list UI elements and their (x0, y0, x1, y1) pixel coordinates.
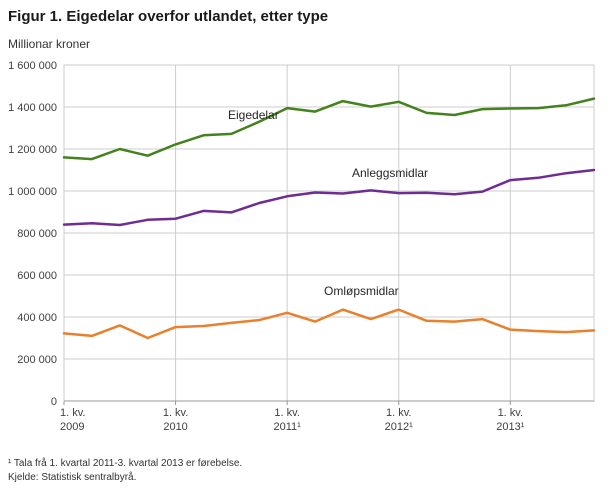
y-tick-label: 400 000 (17, 312, 57, 324)
x-tick-label: 1. kv. (274, 407, 299, 419)
y-axis-unit-label: Millionar kroner (8, 37, 91, 51)
chart-line-omlopsmidlar (62, 308, 596, 340)
y-tick-label: 1 200 000 (8, 144, 57, 156)
line-chart-canvas: 0 200 000 400 000 600 000 800 000 1 000 000 1 … (8, 60, 596, 433)
figure-title: Figur 1. Eigedelar overfor utlandet, ett… (8, 8, 329, 25)
y-tick-label: 1 400 000 (8, 102, 57, 114)
y-tick-label: 600 000 (17, 270, 57, 282)
chart-area: 0 200 000 400 000 600 000 800 000 1 000 000 1 … (8, 53, 602, 455)
footnote: ¹ Tala frå 1. kvartal 2011-3. kvartal 20… (8, 458, 243, 469)
y-tick-label: 200 000 (17, 354, 57, 366)
y-tick-label: 800 000 (17, 228, 57, 240)
x-tick-year-label: 2010 (163, 421, 187, 433)
x-tick-year-label: 2012¹ (385, 421, 413, 433)
x-tick-year-label: 2013¹ (496, 421, 524, 433)
series-label-anleggsmidlar: Anleggsmidlar (352, 166, 428, 180)
x-tick-year-label: 2009 (60, 421, 84, 433)
chart-notes: ¹ Tala frå 1. kvartal 2011-3. kvartal 20… (8, 457, 602, 484)
series-label-omlopsmidlar: Omløpsmidlar (324, 284, 399, 298)
y-tick-label: 1 600 000 (8, 60, 57, 72)
x-tick-label: 1. kv. (386, 407, 411, 419)
series-label-eigedelar: Eigedelar (228, 108, 279, 122)
chart-line-anleggsmidlar (62, 168, 596, 227)
y-tick-label: 0 (51, 396, 57, 408)
y-tick-label: 1 000 000 (8, 186, 57, 198)
chart-line-eigedelar (62, 97, 596, 161)
x-tick-label: 1. kv. (498, 407, 523, 419)
x-tick-label: 1. kv. (163, 407, 188, 419)
x-tick-year-label: 2011¹ (273, 421, 301, 433)
x-tick-label: 1. kv. (60, 407, 85, 419)
source: Kjelde: Statistisk sentralbyrå. (8, 471, 137, 483)
